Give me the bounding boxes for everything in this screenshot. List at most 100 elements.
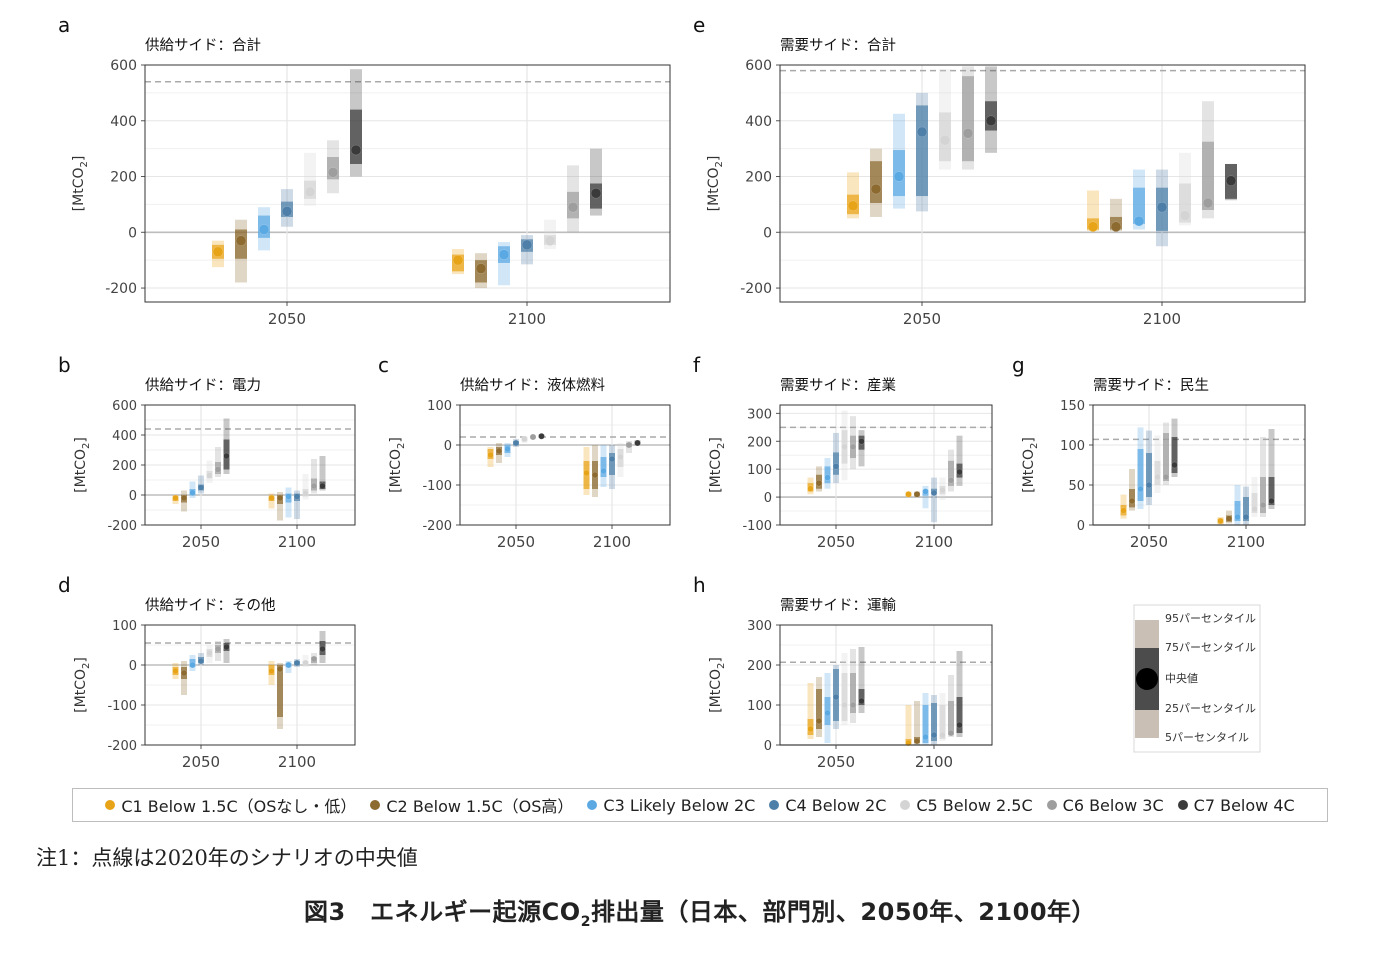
median-point-C3 bbox=[1137, 485, 1144, 493]
y-axis-label: [MtCO2] bbox=[1021, 437, 1040, 493]
y-tick-label: 150 bbox=[1060, 399, 1085, 414]
y-axis-label: [MtCO2] bbox=[71, 156, 90, 212]
y-tick-label: 600 bbox=[110, 58, 137, 74]
median-point-C6 bbox=[529, 433, 537, 441]
median-point-C4 bbox=[930, 731, 938, 739]
legend-item-C5: C5 Below 2.5C bbox=[900, 796, 1033, 815]
median-point-C1 bbox=[1120, 507, 1127, 514]
legend-dot-C4 bbox=[769, 800, 780, 810]
median-point-C2 bbox=[495, 447, 503, 455]
range-25-75-C6 bbox=[948, 460, 954, 486]
median-point-C7 bbox=[590, 188, 602, 199]
y-axis-label-main: [MtCO bbox=[708, 669, 724, 713]
panel-g: g 需要サイド：民生 0 50 100 150 2050 2100 [MtCO2] bbox=[1012, 353, 1306, 551]
key-median-dot bbox=[1136, 668, 1158, 690]
y-axis-label-main: [MtCO bbox=[1021, 449, 1037, 493]
median-point-C7 bbox=[1268, 497, 1275, 505]
median-point-C5 bbox=[1179, 210, 1191, 221]
median-point-C1 bbox=[268, 494, 275, 502]
median-point-C2 bbox=[1225, 515, 1233, 522]
key-label: 95パーセンタイル bbox=[1165, 612, 1256, 625]
y-axis-label-sub: 2 bbox=[79, 161, 90, 167]
y-tick-label: -200 bbox=[107, 739, 137, 754]
y-tick-label: 0 bbox=[129, 659, 137, 674]
median-point-C7 bbox=[319, 645, 326, 653]
median-point-C4 bbox=[521, 239, 533, 251]
median-point-C7 bbox=[634, 439, 641, 447]
y-tick-label: 100 bbox=[1060, 439, 1085, 454]
median-point-C3 bbox=[285, 661, 292, 669]
median-point-C6 bbox=[310, 655, 318, 663]
median-point-C2 bbox=[1128, 497, 1136, 505]
median-point-C5 bbox=[206, 472, 213, 479]
y-axis-label-main: [MtCO bbox=[73, 669, 89, 713]
range-25-75-C3 bbox=[1234, 501, 1241, 521]
range-25-75-C6 bbox=[1260, 477, 1266, 513]
range-25-75-C5 bbox=[939, 705, 946, 739]
median-point-C7 bbox=[223, 643, 230, 651]
median-point-C6 bbox=[1202, 197, 1214, 209]
y-tick-label: 0 bbox=[764, 491, 772, 506]
legend-label-C1: C1 Below 1.5C（OSなし・低） bbox=[121, 797, 357, 816]
panel-letter-g: g bbox=[1012, 353, 1025, 377]
range-5-95-C7 bbox=[319, 456, 326, 491]
range-25-75-C2 bbox=[870, 161, 882, 204]
median-point-C5 bbox=[1154, 473, 1161, 481]
median-point-C1 bbox=[807, 725, 814, 733]
median-point-C4 bbox=[1242, 513, 1250, 521]
y-axis-label: [MtCO2] bbox=[708, 657, 727, 713]
y-tick-label: 600 bbox=[745, 58, 772, 74]
median-point-C5 bbox=[304, 186, 316, 198]
key-label: 5パーセンタイル bbox=[1165, 731, 1249, 744]
median-point-C5 bbox=[206, 649, 213, 657]
legend-dot-C2 bbox=[370, 800, 381, 810]
median-point-C7 bbox=[538, 432, 545, 440]
median-point-C4 bbox=[1145, 481, 1153, 489]
range-25-75-C5 bbox=[841, 673, 848, 721]
median-point-C1 bbox=[1087, 221, 1099, 232]
legend-dot-C7 bbox=[1177, 800, 1188, 810]
range-25-75-C6 bbox=[948, 701, 954, 735]
legend-item-C4: C4 Below 2C bbox=[769, 796, 886, 815]
y-axis-label: [MtCO2] bbox=[708, 437, 727, 493]
range-5-95-C7 bbox=[956, 651, 963, 737]
median-point-C6 bbox=[327, 167, 339, 178]
range-5-95-C7 bbox=[956, 435, 963, 486]
median-point-C2 bbox=[913, 737, 921, 745]
median-point-C6 bbox=[849, 443, 857, 451]
range-5-95-C7 bbox=[1268, 429, 1275, 509]
y-axis-label-end: ] bbox=[706, 156, 722, 161]
median-point-C3 bbox=[922, 733, 929, 741]
median-point-C4 bbox=[197, 657, 205, 665]
panel-frame bbox=[1092, 404, 1306, 526]
panel-a: a 供給サイド：合計 -200 0 200 400 600 2050 2100 [MtCO2] bbox=[58, 13, 671, 328]
figure-caption: 図3 エネルギー起源CO2排出量（日本、部門別、2050年、2100年） bbox=[0, 892, 1400, 930]
median-point-C1 bbox=[452, 254, 464, 266]
range-25-75-C3 bbox=[600, 457, 607, 477]
median-point-C4 bbox=[832, 693, 840, 701]
median-point-C4 bbox=[293, 659, 301, 667]
median-point-C5 bbox=[841, 443, 848, 451]
median-point-C1 bbox=[905, 491, 912, 498]
panel-d: d 供給サイド：その他 -200 -100 0 100 2050 2100 [MtCO2] bbox=[58, 573, 356, 771]
y-tick-label: 0 bbox=[129, 489, 137, 504]
y-tick-label: -200 bbox=[740, 281, 772, 297]
y-axis-label-end: ] bbox=[388, 437, 404, 442]
panel-frame bbox=[144, 404, 356, 526]
median-point-C3 bbox=[824, 474, 831, 481]
key-label: 中央値 bbox=[1165, 672, 1198, 685]
median-point-C3 bbox=[824, 709, 831, 717]
range-5-95-C5 bbox=[302, 474, 309, 500]
panel-letter-e: e bbox=[693, 13, 705, 37]
y-tick-label: 100 bbox=[747, 699, 772, 714]
y-tick-label: -100 bbox=[422, 479, 452, 494]
range-25-75-C4 bbox=[916, 105, 928, 197]
y-axis-label-sub: 2 bbox=[396, 443, 407, 449]
panel-e: e 需要サイド：合計 -200 0 200 400 600 2050 2100 [MtCO2] bbox=[693, 13, 1306, 328]
caption-sub: 2 bbox=[580, 913, 591, 930]
y-tick-label: -200 bbox=[422, 519, 452, 534]
median-point-C7 bbox=[1171, 461, 1178, 469]
panel-frame bbox=[779, 404, 993, 526]
legend-label-C7: C7 Below 4C bbox=[1193, 795, 1295, 815]
